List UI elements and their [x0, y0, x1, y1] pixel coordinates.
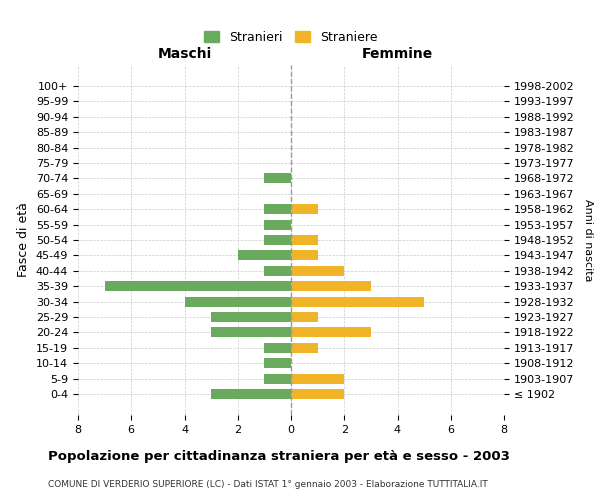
Bar: [265, 174, 291, 184]
Text: Maschi: Maschi: [157, 48, 212, 62]
Bar: [291, 343, 317, 353]
Bar: [211, 312, 291, 322]
Bar: [265, 374, 291, 384]
Bar: [211, 389, 291, 399]
Text: Femmine: Femmine: [362, 48, 433, 62]
Bar: [291, 296, 424, 306]
Bar: [265, 343, 291, 353]
Bar: [265, 220, 291, 230]
Bar: [265, 358, 291, 368]
Bar: [291, 266, 344, 276]
Y-axis label: Anni di nascita: Anni di nascita: [583, 198, 593, 281]
Bar: [185, 296, 291, 306]
Text: COMUNE DI VERDERIO SUPERIORE (LC) - Dati ISTAT 1° gennaio 2003 - Elaborazione TU: COMUNE DI VERDERIO SUPERIORE (LC) - Dati…: [48, 480, 488, 489]
Bar: [265, 266, 291, 276]
Bar: [291, 312, 317, 322]
Bar: [265, 204, 291, 214]
Bar: [291, 374, 344, 384]
Bar: [265, 235, 291, 245]
Bar: [291, 281, 371, 291]
Bar: [291, 389, 344, 399]
Bar: [211, 328, 291, 338]
Y-axis label: Fasce di età: Fasce di età: [17, 202, 31, 278]
Text: Popolazione per cittadinanza straniera per età e sesso - 2003: Popolazione per cittadinanza straniera p…: [48, 450, 510, 463]
Bar: [238, 250, 291, 260]
Bar: [104, 281, 291, 291]
Bar: [291, 328, 371, 338]
Bar: [291, 235, 317, 245]
Bar: [291, 204, 317, 214]
Bar: [291, 250, 317, 260]
Legend: Stranieri, Straniere: Stranieri, Straniere: [199, 26, 383, 49]
